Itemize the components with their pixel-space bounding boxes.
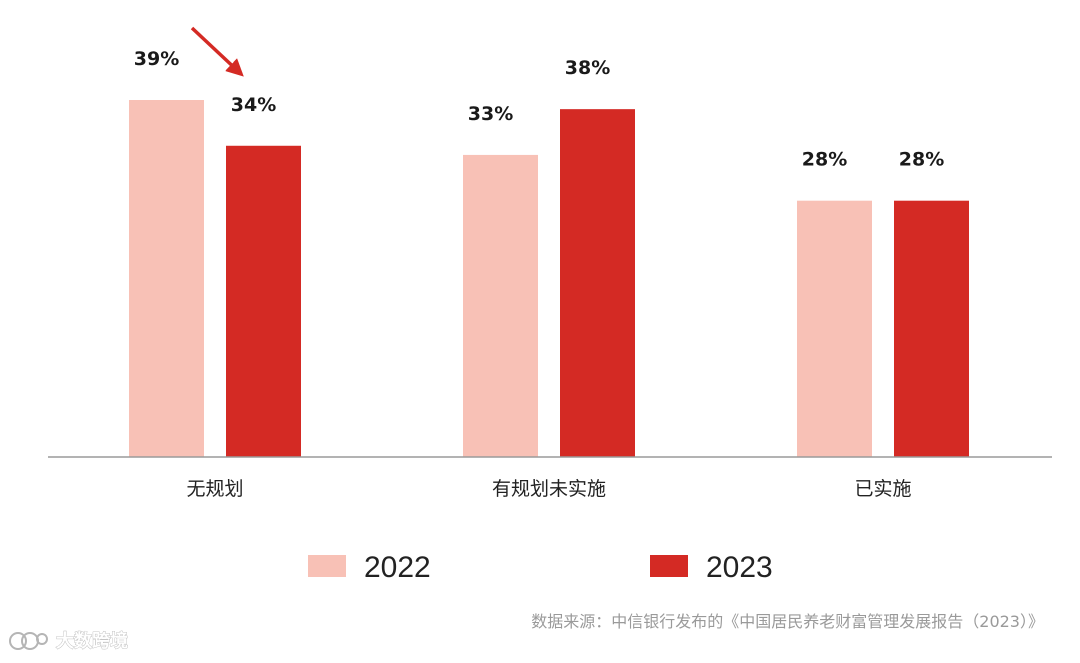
bar-2022-3: [797, 200, 872, 457]
watermark-text: 大数跨境: [56, 630, 128, 652]
value-label-2022-1: 39%: [134, 48, 179, 70]
brand-logo-icon: [9, 632, 48, 650]
legend-swatch-2023: [650, 555, 688, 577]
watermark: 大数跨境: [9, 630, 128, 652]
value-label-2022-3: 28%: [802, 149, 847, 171]
value-label-2023-2: 38%: [565, 57, 610, 79]
value-label-2023-1: 34%: [231, 94, 276, 116]
bar-2022-2: [463, 154, 538, 457]
bar-2023-2: [560, 109, 635, 458]
source-note: 数据来源：中信银行发布的《中国居民养老财富管理发展报告（2023）》: [531, 612, 1044, 631]
category-label-2: 有规划未实施: [492, 478, 606, 500]
legend-swatch-2022: [308, 555, 346, 577]
bar-2023-3: [894, 200, 969, 457]
value-label-2022-2: 33%: [468, 103, 513, 125]
category-label-1: 无规划: [186, 478, 243, 500]
legend-label-2023: 2023: [706, 551, 773, 584]
legend-label-2022: 2022: [364, 551, 431, 584]
bar-2022-1: [129, 100, 204, 457]
trend-arrow: [190, 26, 244, 77]
legend: 2022 2023: [308, 551, 773, 584]
bar-2023-1: [226, 145, 301, 457]
value-label-2023-3: 28%: [899, 149, 944, 171]
category-label-3: 已实施: [854, 478, 911, 500]
